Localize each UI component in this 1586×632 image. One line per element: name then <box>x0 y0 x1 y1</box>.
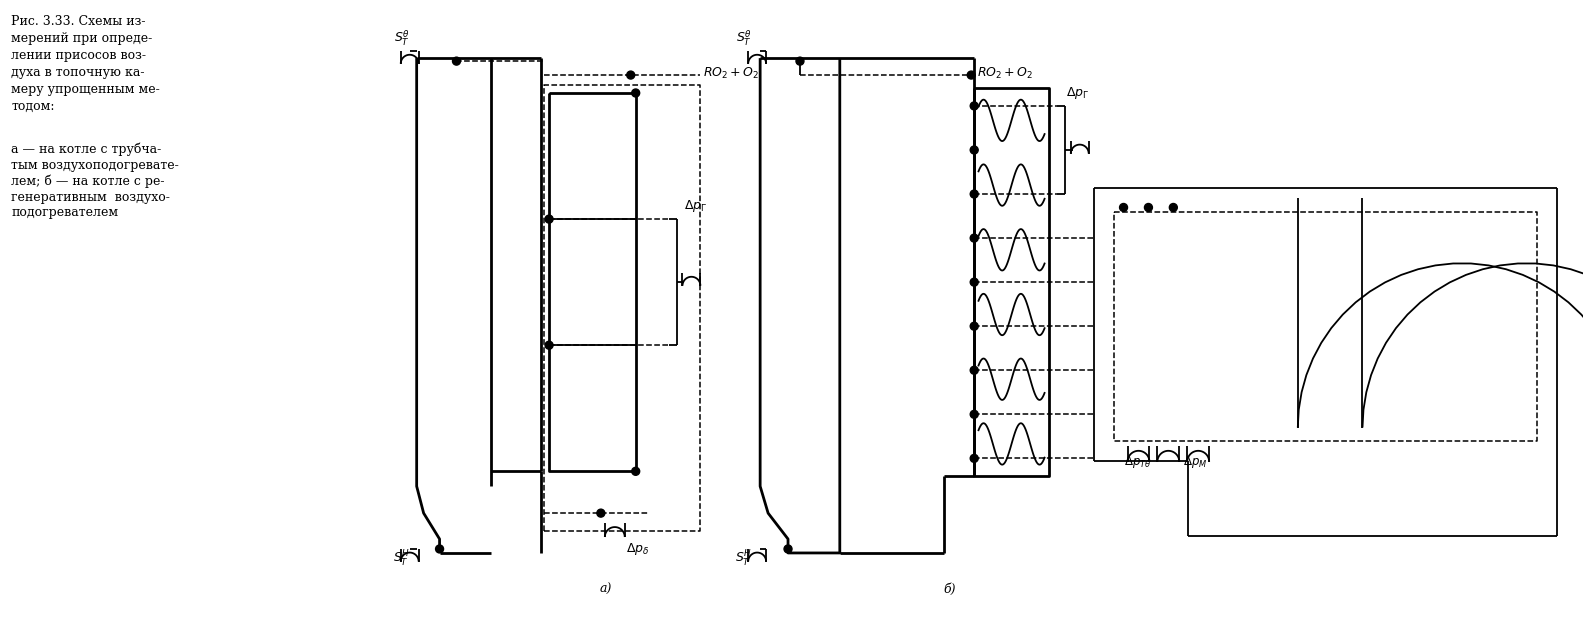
Circle shape <box>1145 204 1153 212</box>
Text: $\Delta p_\Gamma$: $\Delta p_\Gamma$ <box>1066 85 1090 101</box>
Text: лем; б — на котле с ре-: лем; б — на котле с ре- <box>11 174 165 188</box>
Circle shape <box>971 410 979 418</box>
Text: $S_T^\theta$: $S_T^\theta$ <box>393 29 409 48</box>
Circle shape <box>631 89 639 97</box>
Text: тодом:: тодом: <box>11 100 56 113</box>
Circle shape <box>971 367 979 374</box>
Circle shape <box>971 454 979 463</box>
Text: б): б) <box>944 583 955 596</box>
Circle shape <box>971 190 979 198</box>
Circle shape <box>631 467 639 475</box>
Circle shape <box>1169 204 1177 212</box>
Circle shape <box>452 57 460 65</box>
Text: $RO_2+O_2$: $RO_2+O_2$ <box>977 66 1034 81</box>
Circle shape <box>971 234 979 242</box>
Circle shape <box>546 341 554 349</box>
Text: генеративным  воздухо-: генеративным воздухо- <box>11 191 170 204</box>
Text: мерений при опреде-: мерений при опреде- <box>11 32 152 46</box>
Circle shape <box>971 102 979 110</box>
Circle shape <box>436 545 444 553</box>
Text: $\Delta p_M$: $\Delta p_M$ <box>1183 454 1207 470</box>
Circle shape <box>783 545 791 553</box>
Circle shape <box>967 71 975 79</box>
Text: $S_T^H$: $S_T^H$ <box>734 549 752 569</box>
Text: $S_T^\theta$: $S_T^\theta$ <box>736 29 752 48</box>
Circle shape <box>546 215 554 223</box>
Text: Рис. 3.33. Схемы из-: Рис. 3.33. Схемы из- <box>11 15 146 28</box>
Text: подогревателем: подогревателем <box>11 207 119 219</box>
Text: а — на котле с трубча-: а — на котле с трубча- <box>11 143 162 156</box>
Circle shape <box>971 278 979 286</box>
Circle shape <box>971 322 979 330</box>
Circle shape <box>1120 204 1128 212</box>
Text: лении присосов воз-: лении присосов воз- <box>11 49 146 62</box>
Text: тым воздухоподогревате-: тым воздухоподогревате- <box>11 159 179 172</box>
Text: а): а) <box>600 583 612 596</box>
Text: $\Delta p_{T\theta}$: $\Delta p_{T\theta}$ <box>1123 454 1151 470</box>
Circle shape <box>626 71 634 79</box>
Circle shape <box>971 146 979 154</box>
Circle shape <box>796 57 804 65</box>
Text: $\Delta p_\delta$: $\Delta p_\delta$ <box>626 541 649 557</box>
Text: духа в топочную ка-: духа в топочную ка- <box>11 66 144 79</box>
Text: меру упрощенным ме-: меру упрощенным ме- <box>11 83 160 96</box>
Circle shape <box>596 509 604 517</box>
Text: $RO_2+O_2$: $RO_2+O_2$ <box>704 66 760 81</box>
Text: $\Delta p_\Gamma$: $\Delta p_\Gamma$ <box>685 198 707 214</box>
Text: $S_T^H$: $S_T^H$ <box>393 549 409 569</box>
